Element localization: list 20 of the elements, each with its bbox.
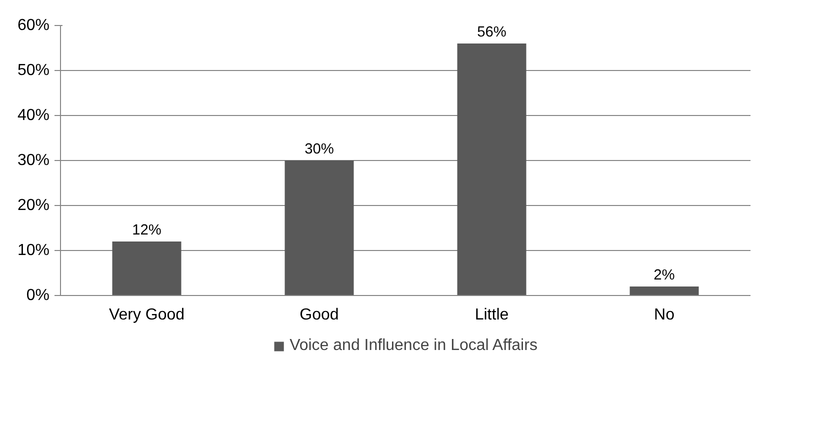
x-tick-label: Very Good bbox=[108, 306, 185, 324]
y-tick-label: 10% bbox=[17, 242, 50, 259]
data-label: 2% bbox=[654, 268, 675, 284]
data-label: 12% bbox=[132, 222, 162, 238]
y-tick-label: 30% bbox=[17, 152, 50, 169]
bar bbox=[112, 242, 182, 296]
y-tick-label: 50% bbox=[17, 62, 50, 79]
x-tick-label: No bbox=[654, 306, 675, 324]
data-label: 56% bbox=[477, 24, 506, 40]
x-tick-label: Good bbox=[300, 306, 339, 324]
x-tick-label: Little bbox=[474, 306, 509, 324]
bar bbox=[457, 44, 526, 296]
bar bbox=[630, 286, 699, 296]
legend-label: Voice and Influence in Local Affairs bbox=[290, 337, 538, 355]
y-tick-label: 20% bbox=[17, 197, 50, 214]
y-tick-label: 0% bbox=[26, 287, 50, 304]
y-tick-label: 60% bbox=[17, 17, 50, 34]
y-tick-label: 40% bbox=[17, 107, 50, 124]
bar bbox=[284, 160, 354, 296]
data-label: 30% bbox=[304, 142, 334, 158]
